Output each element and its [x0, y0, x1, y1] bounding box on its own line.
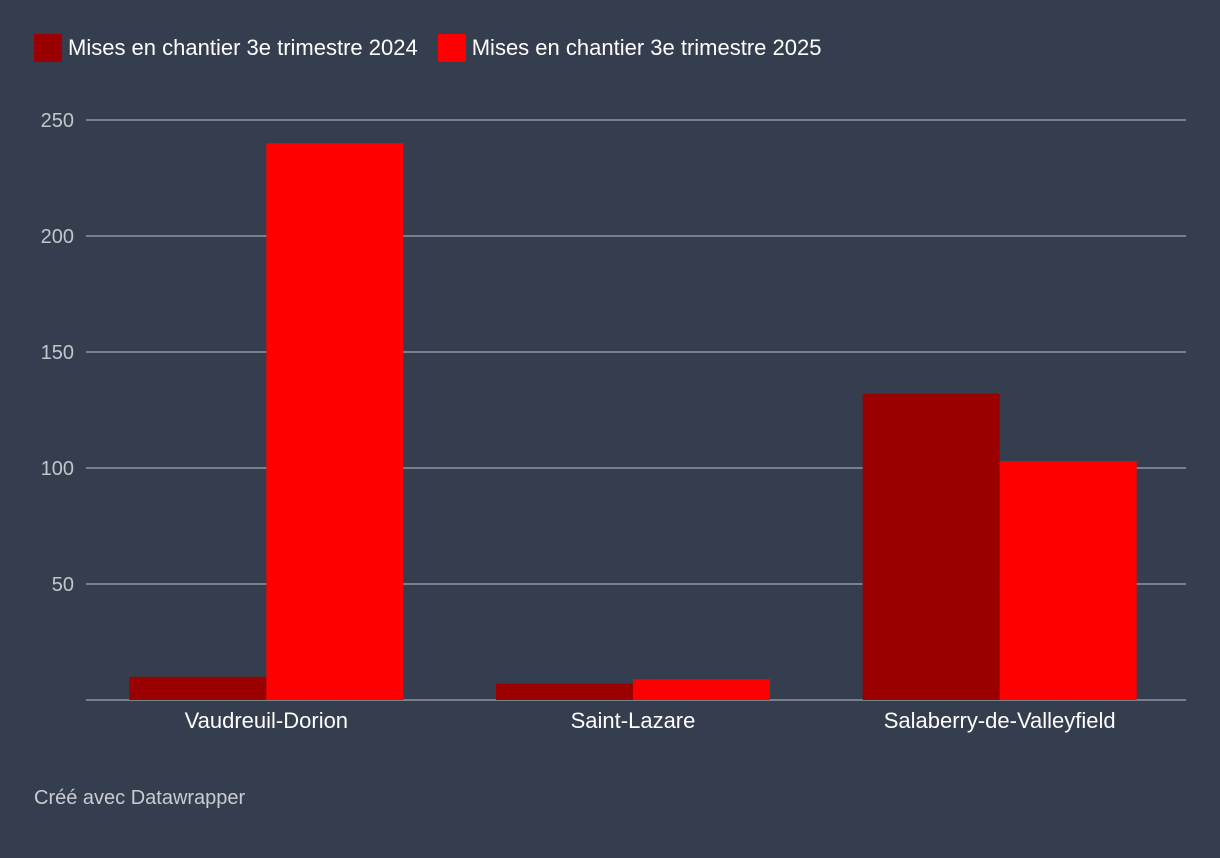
bar-2025-2: [999, 461, 1137, 700]
legend-swatch-2025: [437, 34, 466, 62]
footer-credit: Créé avec Datawrapper: [34, 787, 246, 809]
bar-2025-0: [266, 143, 404, 700]
y-tick-label: 250: [41, 110, 74, 132]
legend-label-2025: Mises en chantier 3e trimestre 2025: [471, 35, 822, 60]
legend-item-2025: Mises en chantier 3e trimestre 2025: [437, 34, 822, 62]
legend-label-2024: Mises en chantier 3e trimestre 2024: [68, 35, 418, 60]
x-category-label: Vaudreuil-Dorion: [185, 708, 348, 733]
y-tick-label: 150: [41, 342, 74, 364]
bar-2024-1: [496, 683, 633, 700]
x-category-label: Saint-Lazare: [571, 708, 696, 733]
x-category-label: Salaberry-de-Valleyfield: [884, 708, 1116, 733]
y-tick-label: 200: [41, 226, 74, 248]
bar-2024-0: [129, 676, 267, 700]
legend-item-2024: Mises en chantier 3e trimestre 2024: [34, 34, 418, 62]
legend: Mises en chantier 3e trimestre 2024 Mise…: [34, 34, 841, 62]
legend-swatch-2024: [34, 34, 62, 62]
y-tick-label: 50: [52, 574, 74, 596]
y-tick-label: 100: [41, 458, 74, 480]
bar-2024-2: [862, 393, 1000, 700]
bar-2025-1: [633, 679, 770, 700]
